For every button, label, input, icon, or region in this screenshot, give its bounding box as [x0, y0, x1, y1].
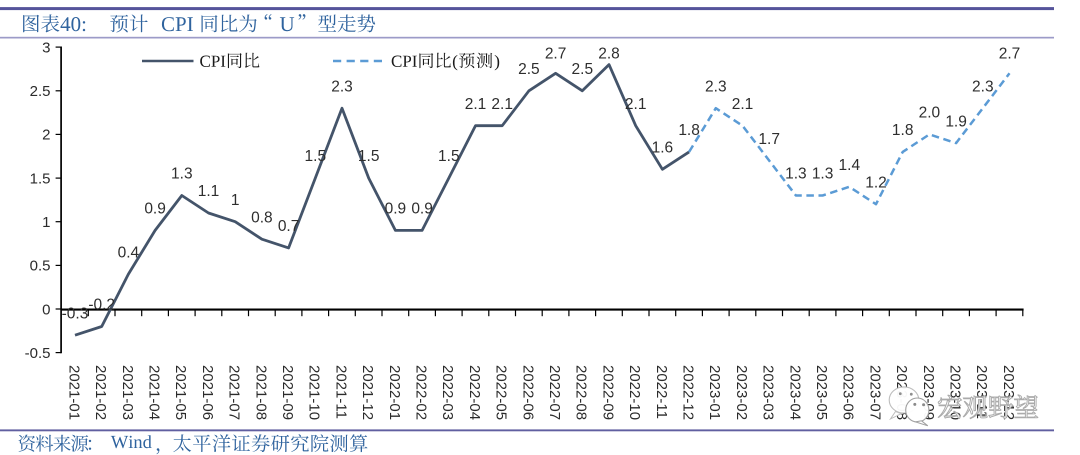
svg-text:2023-04: 2023-04	[786, 365, 803, 420]
svg-text:2021-04: 2021-04	[146, 365, 163, 420]
svg-text:1.3: 1.3	[785, 166, 807, 183]
svg-text:-0.3: -0.3	[62, 305, 89, 322]
svg-text:2022-02: 2022-02	[413, 365, 430, 420]
svg-text:1.5: 1.5	[30, 170, 51, 187]
svg-text:1.8: 1.8	[892, 122, 914, 139]
svg-text:2021-07: 2021-07	[226, 365, 243, 420]
svg-text:1: 1	[231, 192, 240, 209]
svg-text:2: 2	[42, 127, 50, 144]
svg-text:2023-06: 2023-06	[840, 365, 857, 420]
svg-text:2023-03: 2023-03	[760, 365, 777, 420]
svg-text:0.9: 0.9	[385, 201, 407, 218]
svg-text:2022-09: 2022-09	[599, 365, 616, 420]
svg-text:2023-12: 2023-12	[1000, 365, 1017, 420]
svg-text:0.7: 0.7	[278, 218, 300, 235]
svg-text:2022-01: 2022-01	[386, 365, 403, 420]
svg-text:2.0: 2.0	[919, 105, 941, 122]
svg-text:1.3: 1.3	[812, 166, 834, 183]
svg-text:2023-02: 2023-02	[733, 365, 750, 420]
svg-text:2021-03: 2021-03	[119, 365, 136, 420]
svg-text:2022-07: 2022-07	[546, 365, 563, 420]
svg-text:2022-04: 2022-04	[466, 365, 483, 420]
svg-text:1.4: 1.4	[839, 157, 861, 174]
svg-text:2021-01: 2021-01	[65, 365, 82, 420]
svg-text:2.5: 2.5	[518, 61, 540, 78]
svg-text:0.5: 0.5	[30, 258, 51, 275]
svg-text:2023-07: 2023-07	[866, 365, 883, 420]
svg-text:2021-06: 2021-06	[199, 365, 216, 420]
svg-text:2021-02: 2021-02	[92, 365, 109, 420]
svg-text:2.3: 2.3	[972, 78, 994, 95]
svg-text:-0.5: -0.5	[25, 345, 51, 362]
svg-text:1.3: 1.3	[171, 166, 193, 183]
svg-text:2.7: 2.7	[545, 46, 567, 63]
svg-text:1.5: 1.5	[358, 148, 380, 165]
svg-text:2022-08: 2022-08	[573, 365, 590, 420]
svg-text:2021-05: 2021-05	[172, 365, 189, 420]
svg-text:0.9: 0.9	[144, 201, 166, 218]
svg-text:-0.2: -0.2	[88, 297, 115, 314]
svg-text:1.2: 1.2	[865, 174, 887, 191]
svg-text:2023-05: 2023-05	[813, 365, 830, 420]
svg-text:2023-01: 2023-01	[706, 365, 723, 420]
svg-text:2.5: 2.5	[30, 83, 51, 100]
svg-text:1.7: 1.7	[758, 131, 780, 148]
svg-text:2022-12: 2022-12	[680, 365, 697, 420]
svg-text:1.1: 1.1	[198, 183, 220, 200]
svg-text:0.8: 0.8	[251, 209, 273, 226]
svg-text:2023-11: 2023-11	[973, 365, 990, 419]
svg-text:2.5: 2.5	[572, 61, 594, 78]
svg-text:2022-10: 2022-10	[626, 365, 643, 420]
svg-text:2.1: 2.1	[465, 96, 487, 113]
svg-text:2.3: 2.3	[705, 78, 727, 95]
svg-text:1.5: 1.5	[305, 148, 327, 165]
svg-text:2021-09: 2021-09	[279, 365, 296, 420]
svg-text:3: 3	[42, 39, 50, 56]
svg-text:2021-11: 2021-11	[332, 365, 349, 419]
svg-text:1.5: 1.5	[438, 148, 460, 165]
svg-text:0.4: 0.4	[118, 244, 140, 261]
svg-text:2021-08: 2021-08	[252, 365, 269, 420]
svg-text:2021-10: 2021-10	[306, 365, 323, 420]
svg-text:1.6: 1.6	[652, 140, 674, 157]
svg-text:2022-05: 2022-05	[493, 365, 510, 420]
svg-text:1.9: 1.9	[945, 113, 967, 130]
svg-text:2022-06: 2022-06	[519, 365, 536, 420]
svg-text:2021-12: 2021-12	[359, 365, 376, 420]
svg-text:2.1: 2.1	[732, 96, 754, 113]
svg-text:2022-03: 2022-03	[439, 365, 456, 420]
svg-text:1: 1	[42, 214, 50, 231]
svg-text:0.9: 0.9	[411, 201, 433, 218]
svg-text:1.8: 1.8	[678, 122, 700, 139]
svg-text:2.1: 2.1	[625, 96, 647, 113]
svg-text:2.1: 2.1	[491, 96, 513, 113]
svg-text:2.8: 2.8	[598, 46, 620, 63]
svg-text:2022-11: 2022-11	[653, 365, 670, 419]
svg-text:0: 0	[42, 301, 50, 318]
svg-text:2.3: 2.3	[331, 78, 353, 95]
svg-text:2.7: 2.7	[999, 46, 1021, 63]
